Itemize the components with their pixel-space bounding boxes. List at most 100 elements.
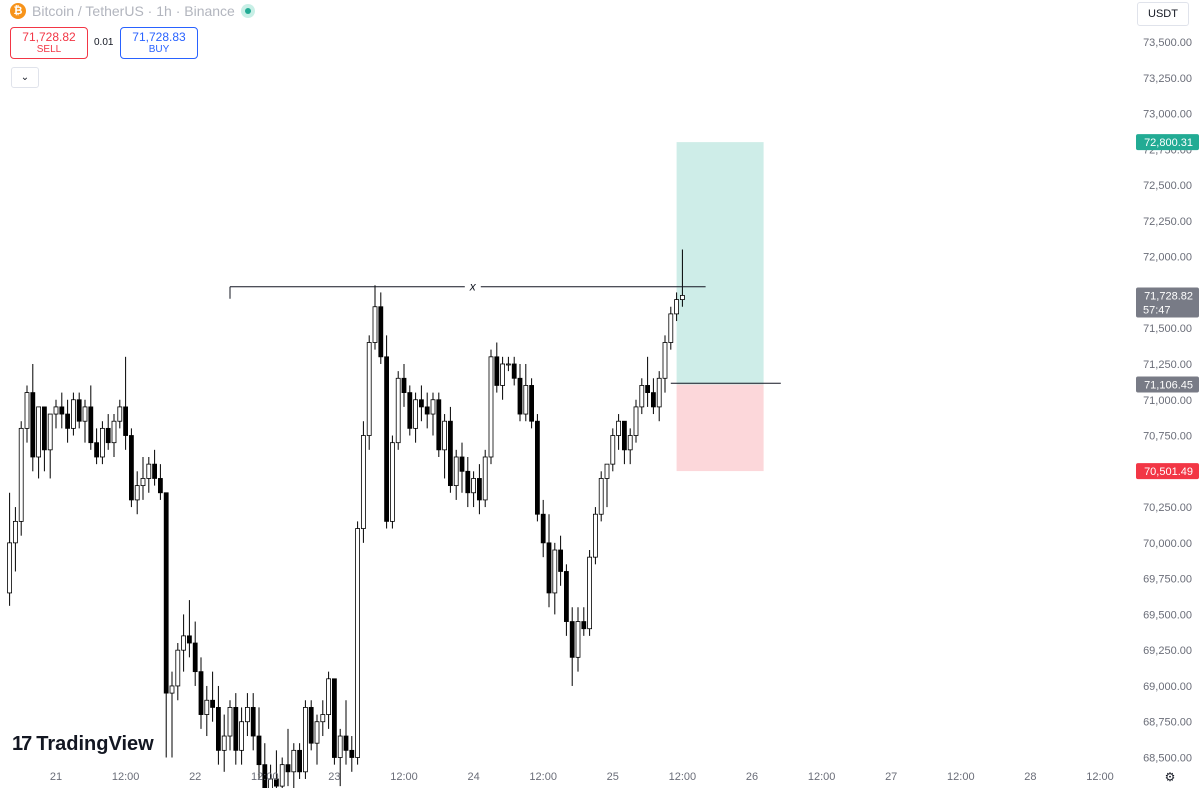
candle <box>430 392 436 436</box>
candle <box>494 342 500 393</box>
candle <box>105 414 111 450</box>
candle <box>152 449 158 486</box>
candle <box>517 363 523 422</box>
candle <box>82 399 88 443</box>
profit-zone <box>676 142 764 385</box>
candle <box>65 399 70 443</box>
tradingview-logo-icon: 17 <box>12 733 32 755</box>
price-tick-label: 72,500.00 <box>1143 180 1192 192</box>
candle <box>500 356 506 400</box>
currency-selector[interactable]: USDT <box>1137 2 1189 26</box>
candle <box>465 456 471 508</box>
candle <box>337 728 343 787</box>
time-tick-label: 12:00 <box>1086 771 1114 783</box>
candle-body <box>76 399 82 422</box>
bitcoin-icon: ₿ <box>10 3 26 19</box>
candle <box>569 607 575 686</box>
price-tick-label: 69,500.00 <box>1143 609 1192 621</box>
candle-body <box>163 492 169 694</box>
candle-body <box>500 363 506 386</box>
candle-body <box>291 749 297 773</box>
time-axis[interactable]: 21 12:00 22 12:00 23 12:00 24 12:00 25 12:00 26 12:… <box>50 771 1114 783</box>
candle-body <box>668 313 674 343</box>
candle-body <box>430 399 436 415</box>
candle <box>279 757 285 788</box>
price-tick-label: 73,000.00 <box>1143 109 1192 121</box>
target-price-label: 72,800.31 <box>1144 137 1193 149</box>
candle-body <box>326 678 332 715</box>
price-tick-label: 70,000.00 <box>1143 538 1192 550</box>
candle <box>250 693 256 751</box>
candle <box>529 378 534 429</box>
chevron-down-icon[interactable]: ⌄ <box>11 67 39 88</box>
symbol-title[interactable]: Bitcoin / TetherUS · 1h · Binance <box>32 3 235 19</box>
candle-body <box>215 707 221 751</box>
candle-body <box>656 377 662 408</box>
candle <box>476 464 482 515</box>
candle-body <box>169 685 175 694</box>
candle <box>134 471 140 515</box>
candle <box>53 399 59 429</box>
candle-body <box>36 406 41 458</box>
price-tick-label: 72,000.00 <box>1143 252 1192 264</box>
stop-price-label-bg <box>1136 463 1199 480</box>
candle-body <box>210 699 216 708</box>
buy-button[interactable]: 71,728.83 BUY <box>120 27 198 59</box>
candle <box>215 685 221 765</box>
candle <box>680 249 685 307</box>
candle <box>639 378 645 415</box>
candle-body <box>192 642 198 673</box>
candle-body <box>529 385 534 422</box>
candle <box>436 392 442 457</box>
candle-body <box>505 363 511 366</box>
current-price-label: 71,728.82 <box>1144 290 1193 302</box>
candle-body <box>204 699 210 715</box>
time-tick-label: 12:00 <box>947 771 975 783</box>
time-tick-label: 26 <box>746 771 758 783</box>
time-tick-label: 22 <box>189 771 201 783</box>
long-position-tool[interactable] <box>676 142 764 472</box>
candle <box>331 678 337 765</box>
candle <box>163 492 169 758</box>
candle-body <box>413 399 419 429</box>
gear-icon[interactable]: ⚙ <box>1164 770 1176 784</box>
candle <box>662 335 668 393</box>
candle-body <box>645 385 650 393</box>
candle-body <box>331 678 337 758</box>
candle <box>523 363 529 422</box>
time-tick-label: 28 <box>1024 771 1036 783</box>
candle <box>59 392 65 429</box>
candle <box>111 414 117 457</box>
candle <box>268 764 274 788</box>
current-price-label-countdown: 57:47 <box>1143 304 1171 316</box>
candle <box>674 292 679 322</box>
candle <box>186 600 192 658</box>
candle <box>622 420 627 465</box>
candle-body <box>198 671 204 715</box>
price-tick-label: 68,500.00 <box>1143 753 1192 765</box>
candle <box>349 736 355 772</box>
candle <box>593 507 598 565</box>
candle <box>192 621 198 686</box>
candle-body <box>581 621 587 630</box>
candle-body <box>523 385 529 415</box>
candle <box>140 456 146 500</box>
candle-body <box>279 764 285 787</box>
sell-button[interactable]: 71,728.82 SELL <box>10 27 88 59</box>
buy-label: BUY <box>148 44 170 55</box>
candle <box>157 464 163 500</box>
candle-body <box>488 356 494 458</box>
stop-price-label: 70,501.49 <box>1144 466 1193 478</box>
candle-body <box>65 413 70 429</box>
candle <box>198 657 204 729</box>
time-tick-label: 12:00 <box>390 771 418 783</box>
time-tick-label: 24 <box>467 771 479 783</box>
candle-body <box>540 513 546 544</box>
candle-body <box>105 427 111 444</box>
candle-body <box>482 456 488 501</box>
candle <box>587 550 592 636</box>
candle <box>262 743 268 788</box>
symbol-header: ₿ Bitcoin / TetherUS · 1h · Binance <box>10 3 255 19</box>
price-tick-label: 71,000.00 <box>1143 395 1192 407</box>
